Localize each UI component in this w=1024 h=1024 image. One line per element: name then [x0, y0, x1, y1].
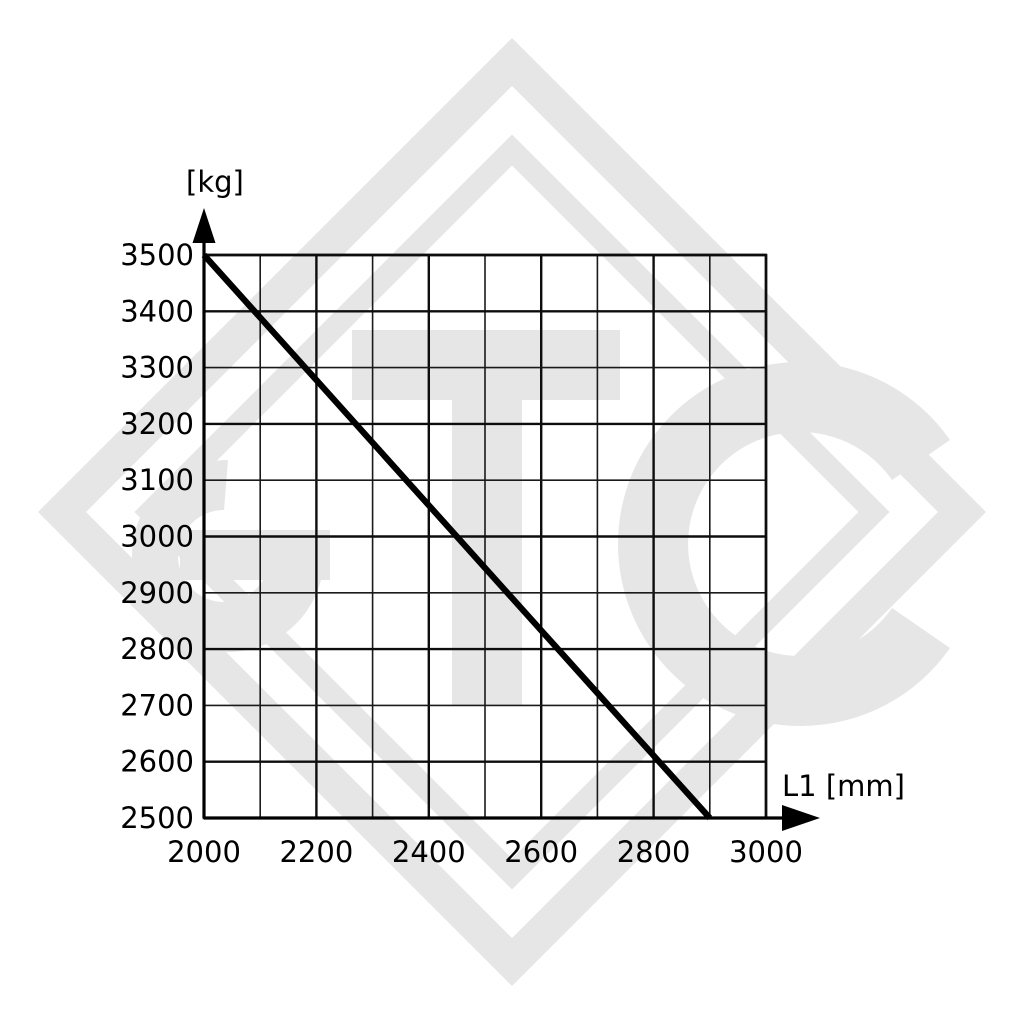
- x-tick-label: 3000: [729, 835, 803, 869]
- y-tick-label: 3100: [120, 463, 194, 497]
- y-tick-labels: 3500 3400 3300 3200 3100 3000 2900 2800 …: [120, 238, 194, 835]
- watermark-diamond-outline: [37, 37, 987, 987]
- y-tick-label: 3400: [120, 294, 194, 328]
- y-tick-label: 2700: [120, 688, 194, 722]
- y-tick-label: 3200: [120, 407, 194, 441]
- y-axis-title: [kg]: [186, 165, 244, 199]
- x-tick-label: 2400: [392, 835, 466, 869]
- x-tick-label: 2000: [167, 835, 241, 869]
- y-tick-label: 2800: [120, 632, 194, 666]
- y-tick-label: 3000: [120, 520, 194, 554]
- x-tick-label: 2200: [279, 835, 353, 869]
- x-tick-label: 2600: [504, 835, 578, 869]
- x-tick-labels: 2000 2200 2400 2600 2800 3000: [167, 835, 803, 869]
- y-tick-label: 3500: [120, 238, 194, 272]
- y-axis-arrow-icon: [192, 208, 216, 243]
- x-tick-label: 2800: [617, 835, 691, 869]
- series-line-load-capacity: [201, 252, 713, 821]
- y-tick-label: 2500: [120, 801, 194, 835]
- y-tick-label: 2900: [120, 576, 194, 610]
- watermark-text-etc: [132, 330, 950, 727]
- x-axis-title: L1 [mm]: [782, 769, 905, 803]
- x-axis-arrow-icon: [782, 805, 820, 831]
- y-tick-label: 2600: [120, 745, 194, 779]
- y-tick-label: 3300: [120, 351, 194, 385]
